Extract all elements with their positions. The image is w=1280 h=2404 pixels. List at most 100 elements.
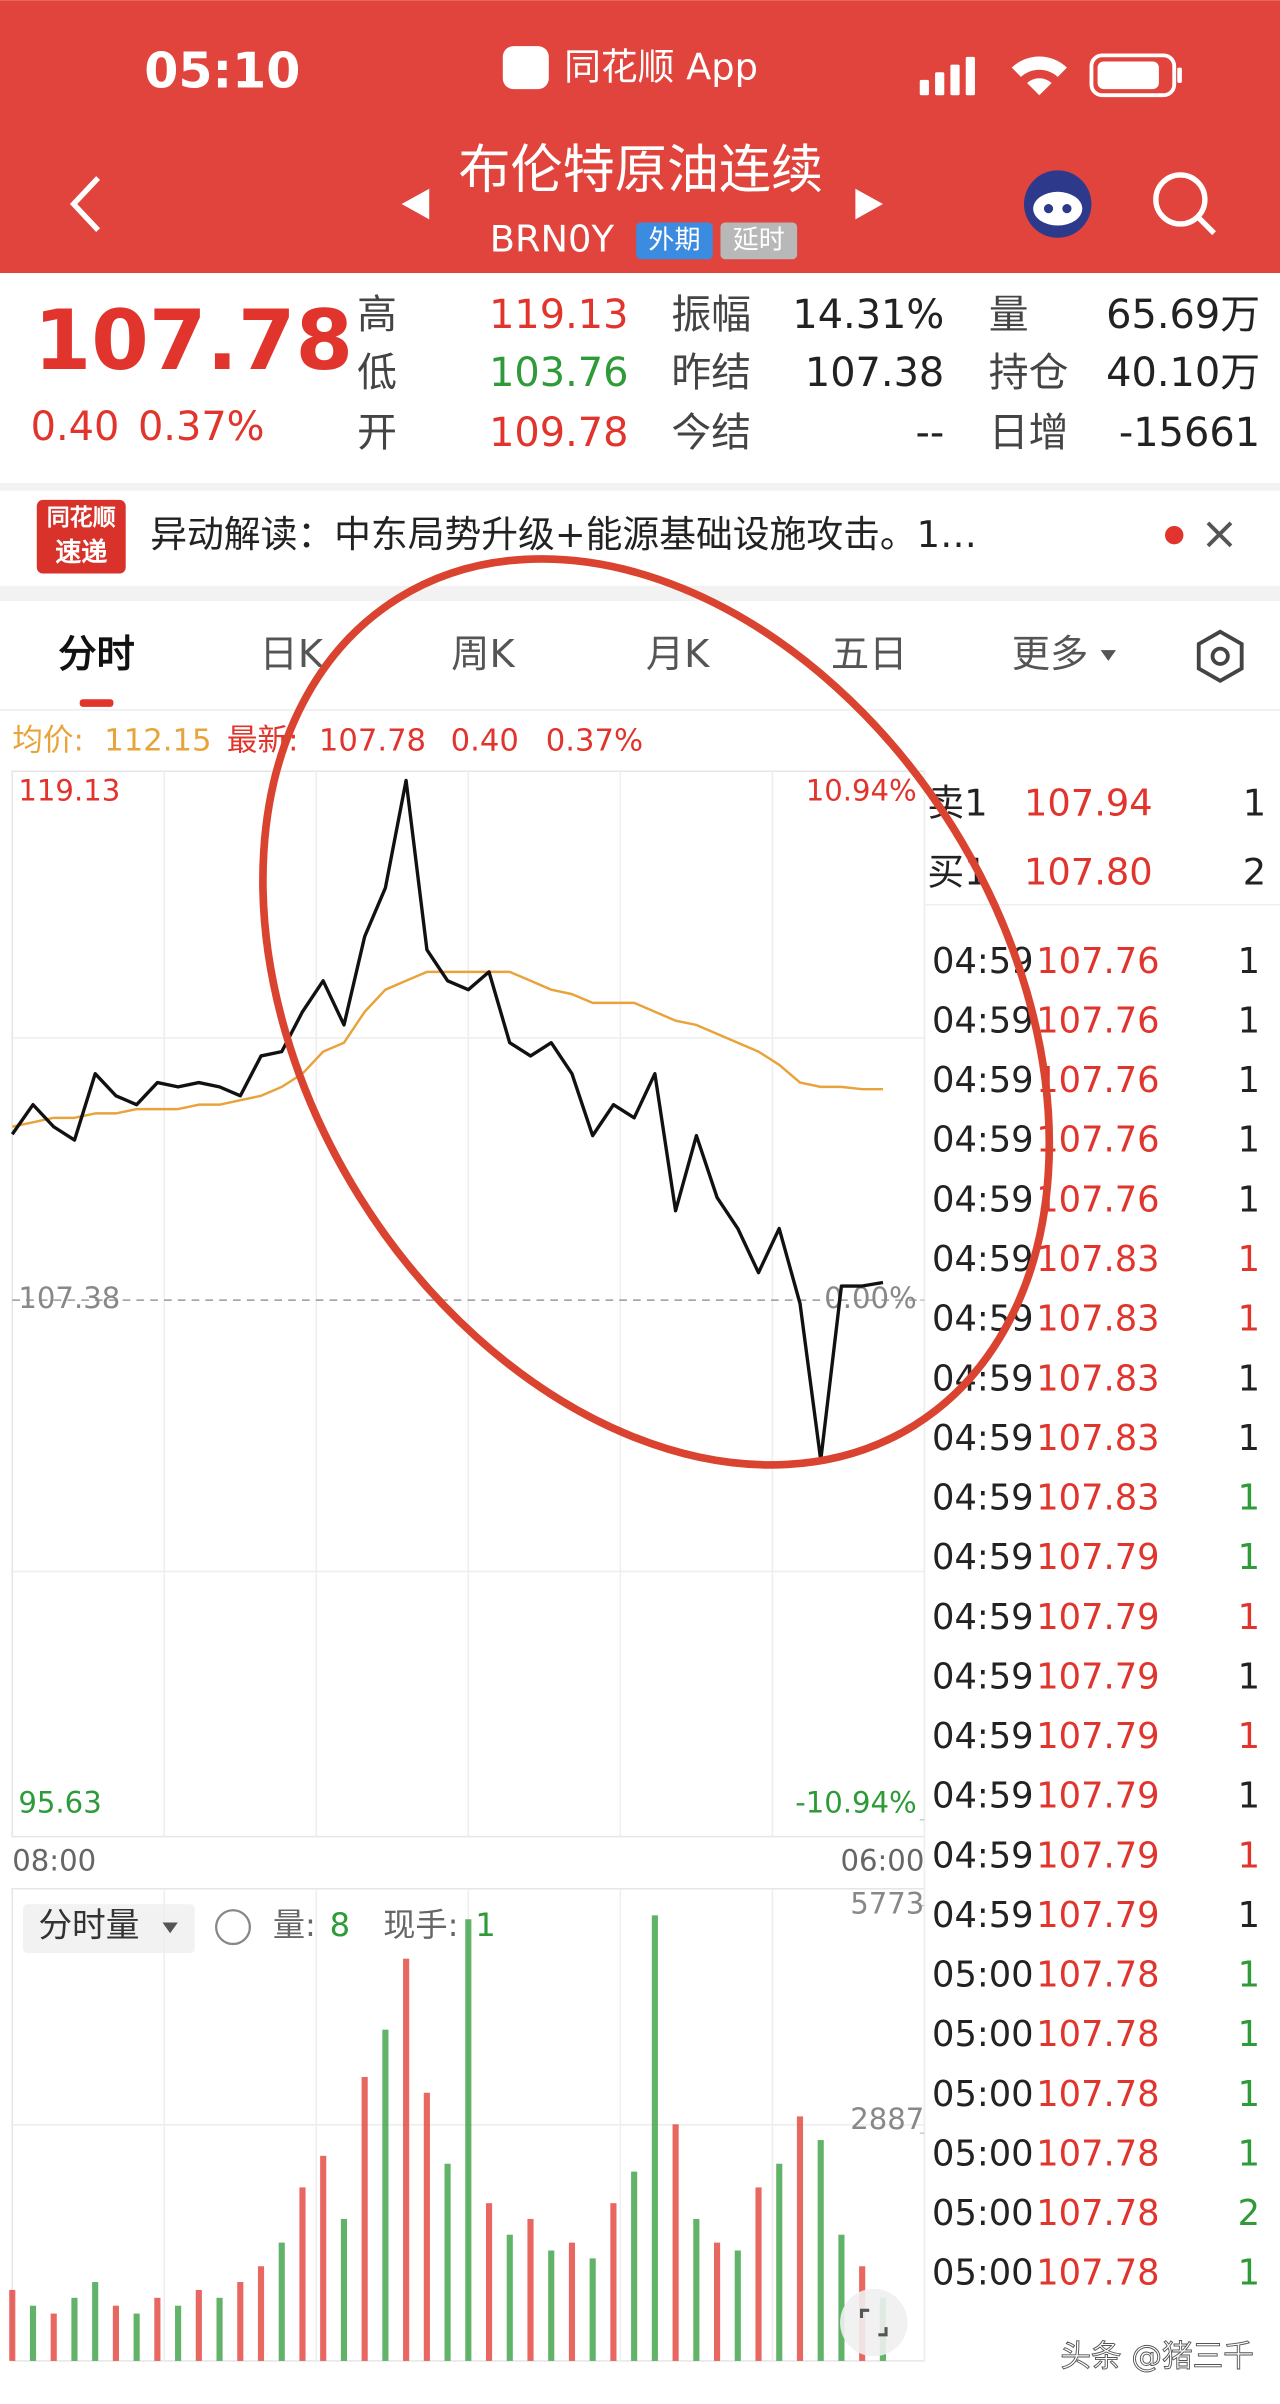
- volume-bar: [423, 2092, 430, 2361]
- price-line: [10, 778, 884, 1462]
- divider: [0, 585, 1280, 602]
- tab[interactable]: 分时: [58, 632, 135, 677]
- stat-label: 日增: [989, 410, 1069, 456]
- expand-icon: [859, 2308, 888, 2337]
- book-price: 107.94: [1024, 781, 1153, 824]
- trade-price: 107.79: [1036, 1537, 1159, 1578]
- volume-bar: [382, 2029, 389, 2361]
- help-icon[interactable]: [214, 1909, 252, 1946]
- volume-bar: [444, 2163, 451, 2361]
- robot-icon[interactable]: [1024, 170, 1092, 238]
- volume-label: 量:: [273, 1906, 316, 1944]
- x-tick-label: 06:00: [840, 1844, 924, 1878]
- volume-bar: [776, 2163, 783, 2361]
- volume-bar: [195, 2289, 202, 2361]
- y-tick-label: 119.13: [18, 774, 120, 808]
- trade-price: 107.78: [1036, 2133, 1159, 2174]
- volume-bar: [237, 2282, 244, 2361]
- tab-underline: [79, 699, 114, 707]
- annotation-circle: [259, 555, 1054, 1469]
- trade-time: 04:59: [932, 1835, 1034, 1876]
- trade-time: 05:00: [932, 1955, 1034, 1996]
- stat-value: 109.78: [489, 410, 628, 456]
- trade-price: 107.79: [1036, 1716, 1159, 1757]
- expand-button[interactable]: [840, 2288, 908, 2357]
- volume-bar: [216, 2297, 223, 2361]
- volume-bar: [589, 2258, 596, 2361]
- volume-bar: [713, 2242, 721, 2361]
- volume-bar: [838, 2234, 845, 2361]
- stat-label: 持仓: [989, 350, 1069, 396]
- volume-bar: [651, 1915, 658, 2361]
- trade-qty: 1: [1238, 1120, 1260, 1161]
- tab[interactable]: 更多: [1012, 632, 1089, 677]
- trade-price: 107.79: [1036, 1835, 1159, 1876]
- news-dot: [1165, 525, 1184, 545]
- close-button[interactable]: [1206, 521, 1233, 548]
- tab[interactable]: 日K: [260, 632, 324, 677]
- trade-qty: 1: [1238, 1776, 1260, 1817]
- volume-selector: 分时量: [38, 1906, 139, 1945]
- volume-bar: [568, 2242, 576, 2361]
- body-background: [0, 273, 1280, 2404]
- settings-icon[interactable]: [1196, 629, 1244, 684]
- trade-price: 107.83: [1036, 1478, 1159, 1519]
- trade-qty: 1: [1238, 1358, 1260, 1399]
- volume-bar: [672, 2124, 679, 2361]
- prev-arrow[interactable]: [401, 188, 430, 220]
- trade-qty: 1: [1238, 2074, 1260, 2115]
- next-arrow[interactable]: [855, 188, 883, 220]
- back-button[interactable]: [69, 176, 101, 232]
- trade-time: 04:59: [932, 1478, 1034, 1519]
- stat-value: 103.76: [489, 350, 628, 396]
- volume-bar: [548, 2250, 555, 2361]
- trade-qty: 2: [1238, 2193, 1260, 2234]
- trade-time: 04:59: [932, 1179, 1034, 1220]
- trade-price: 107.79: [1036, 1895, 1159, 1936]
- news-badge-text: 速递: [55, 537, 107, 568]
- average-line: [12, 970, 883, 1128]
- trade-qty: 1: [1238, 1955, 1260, 1996]
- news-badge-text: 同花顺: [47, 505, 116, 531]
- app-name: 同花顺 App: [564, 46, 758, 89]
- trade-qty: 1: [1238, 1895, 1260, 1936]
- trade-qty: 1: [1238, 1656, 1260, 1697]
- stat-label: 低: [357, 350, 397, 396]
- tab[interactable]: 五日: [831, 632, 908, 677]
- tab[interactable]: 周K: [451, 632, 515, 677]
- trade-price: 107.83: [1036, 1418, 1159, 1459]
- trade-time: 04:59: [932, 1120, 1034, 1161]
- change-percent: 0.37%: [138, 404, 265, 450]
- trade-time: 04:59: [932, 1895, 1034, 1936]
- search-icon[interactable]: [1153, 172, 1216, 236]
- trade-qty: 1: [1238, 941, 1260, 982]
- hand-label: 现手:: [383, 1906, 458, 1944]
- trade-price: 107.76: [1036, 1060, 1159, 1101]
- volume-bar: [71, 2297, 78, 2361]
- volume-bar: [299, 2187, 306, 2361]
- trade-qty: 1: [1238, 1060, 1260, 1101]
- trade-time: 04:59: [932, 1776, 1034, 1817]
- trade-time: 04:59: [932, 1060, 1034, 1101]
- content: 05:10 同花顺 App 布伦特原油连续 BRN0Y 外期 延时 107.78 0.40 0.…: [9, 41, 1266, 2375]
- latest-value: 107.78: [319, 724, 426, 759]
- stat-label: 昨结: [671, 350, 751, 396]
- tag-box: [636, 222, 713, 260]
- stat-label: 今结: [671, 410, 751, 456]
- tab[interactable]: 月K: [646, 632, 710, 677]
- volume-bar: [734, 2250, 741, 2361]
- trade-qty: 1: [1238, 1418, 1260, 1459]
- trade-time: 04:59: [932, 1537, 1034, 1578]
- volume-bar: [755, 2187, 762, 2361]
- status-icons: [919, 53, 1182, 98]
- selector-box[interactable]: [22, 1904, 195, 1954]
- trade-time: 04:59: [932, 1418, 1034, 1459]
- trade-qty: 1: [1238, 1537, 1260, 1578]
- trade-time: 05:00: [932, 2133, 1034, 2174]
- dropdown-arrow: [162, 1922, 178, 1934]
- trade-time: 04:59: [932, 1239, 1034, 1280]
- trade-qty: 1: [1238, 1478, 1260, 1519]
- stat-label: 开: [357, 410, 397, 456]
- x-tick-label: 08:00: [12, 1844, 96, 1878]
- stat-value: 107.38: [805, 350, 944, 396]
